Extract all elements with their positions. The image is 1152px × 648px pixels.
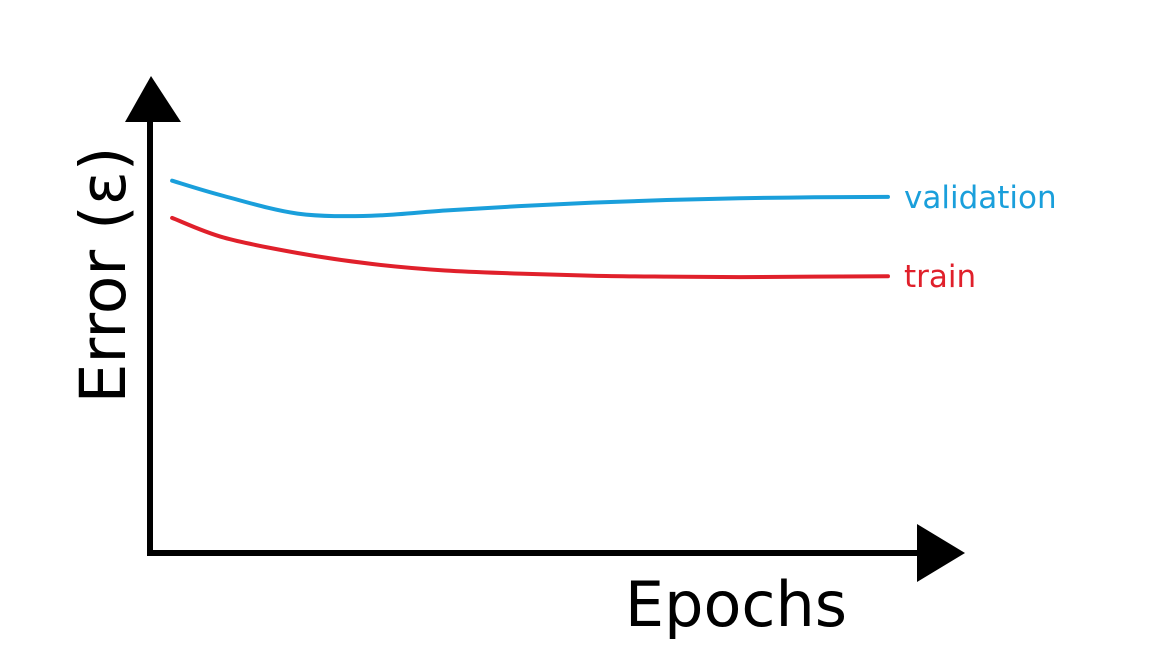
y-axis-arrow xyxy=(125,76,181,122)
series-line-train xyxy=(170,215,890,280)
y-axis-title: Error (ε) xyxy=(67,147,140,404)
series-label-train: train xyxy=(904,259,976,295)
x-axis-title: Epochs xyxy=(625,568,847,641)
x-axis-arrow xyxy=(917,524,965,582)
series-group: validation train xyxy=(170,178,1057,295)
series-label-validation: validation xyxy=(904,180,1057,216)
series-line-validation xyxy=(170,178,890,219)
